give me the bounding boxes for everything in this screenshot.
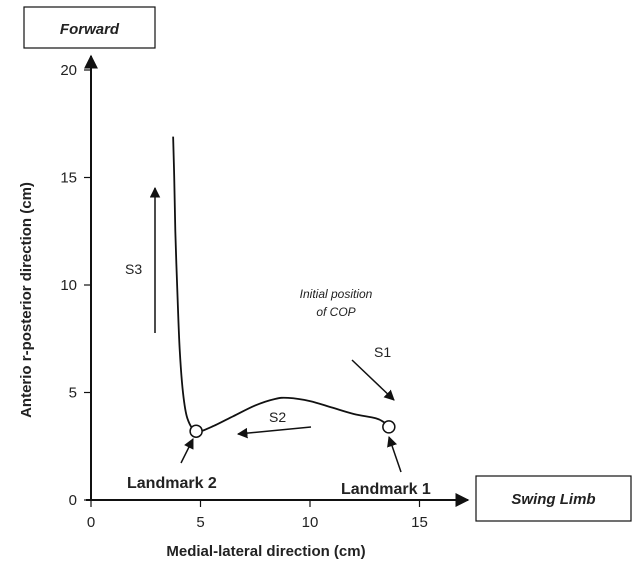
landmark-2-marker	[189, 424, 203, 438]
s2-arrow	[236, 426, 312, 439]
landmark-1-pointer-arrow	[387, 436, 402, 473]
x-tick-label: 0	[87, 514, 95, 531]
landmark-2-pointer-arrow	[180, 438, 194, 464]
cop-trajectory-line	[172, 136, 390, 433]
y-axis-ticks: 0 5 10 20 15	[60, 62, 91, 509]
x-axis-title: Medial-lateral direction (cm)	[166, 543, 365, 560]
y-axis-title: Anterio r-posterior direction (cm)	[18, 182, 35, 418]
landmark-2-label: Landmark 2	[127, 475, 217, 492]
y-tick-label: 0	[69, 492, 77, 509]
x-tick-label: 10	[302, 514, 319, 531]
y-tick-label: 10	[60, 277, 77, 294]
initial-position-note-line-2: of COP	[316, 305, 355, 319]
y-tick-label: 20	[60, 62, 77, 79]
s2-label: S2	[269, 409, 286, 425]
swing-limb-label: Swing Limb	[511, 491, 595, 508]
s3-label: S3	[125, 261, 142, 277]
x-tick-label: 5	[196, 514, 204, 531]
s1-arrow	[351, 359, 395, 401]
x-axis-ticks: 0 5 10 15	[87, 500, 428, 531]
y-tick-label: 15	[60, 170, 77, 187]
forward-box: Forward	[23, 6, 156, 49]
x-tick-label: 15	[411, 514, 428, 531]
s1-label: S1	[374, 344, 391, 360]
landmark-1-marker	[382, 420, 396, 434]
swing-limb-box: Swing Limb	[475, 475, 632, 522]
y-tick-label: 5	[69, 385, 77, 402]
forward-label: Forward	[60, 21, 120, 38]
initial-position-note-line-1: Initial position	[300, 287, 373, 301]
landmark-1-label: Landmark 1	[341, 481, 431, 498]
